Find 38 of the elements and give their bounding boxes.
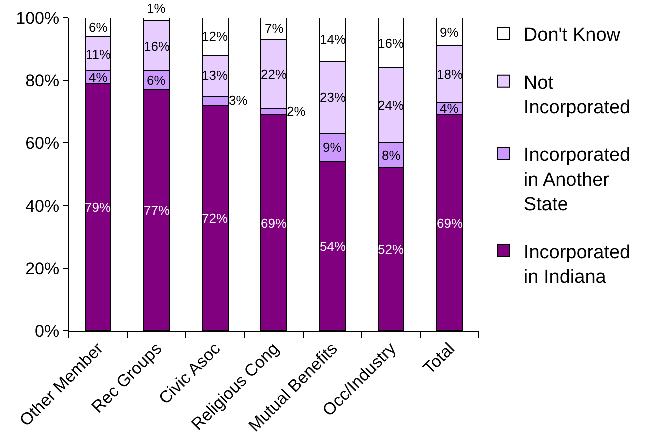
legend-label: Don't Know [524, 25, 621, 46]
legend-label: Incorporated in Another State [524, 145, 631, 216]
data-label: 52% [378, 242, 404, 257]
data-label: 72% [202, 211, 228, 226]
data-label: 14% [320, 32, 346, 47]
legend-label: Incorporated in Indiana [524, 242, 631, 288]
data-label: 9% [323, 140, 342, 155]
data-label: 77% [144, 203, 170, 218]
data-label: 13% [202, 68, 228, 83]
data-label: 9% [440, 25, 460, 40]
data-label: 4% [440, 101, 460, 116]
data-label: 2% [287, 104, 306, 119]
data-label: 11% [86, 47, 112, 62]
y-tick-label: 80% [26, 72, 60, 91]
data-label: 16% [378, 36, 404, 51]
y-tick-label: 100% [16, 8, 60, 28]
y-tick-label: 40% [26, 196, 60, 216]
data-label: 4% [89, 70, 108, 85]
y-tick-label: 60% [26, 134, 60, 154]
data-label: 3% [229, 93, 248, 108]
data-label: 1% [147, 1, 166, 16]
data-label: 8% [382, 148, 402, 163]
data-label: 7% [265, 21, 284, 36]
data-label: 23% [320, 90, 346, 105]
y-tick-label: 0% [35, 322, 60, 341]
data-label: 24% [378, 98, 404, 113]
data-label: 54% [320, 239, 346, 254]
data-label: 22% [261, 67, 288, 82]
data-label: 79% [85, 200, 112, 215]
data-label: 69% [261, 216, 288, 231]
legend-label: Not Incorporated [524, 72, 631, 119]
y-tick-label: 20% [26, 259, 60, 278]
data-label: 12% [202, 29, 228, 44]
data-label: 69% [437, 216, 464, 231]
data-label: 6% [89, 20, 108, 35]
data-label: 16% [144, 39, 170, 54]
data-label: 18% [437, 67, 464, 82]
data-label: 6% [147, 73, 166, 88]
